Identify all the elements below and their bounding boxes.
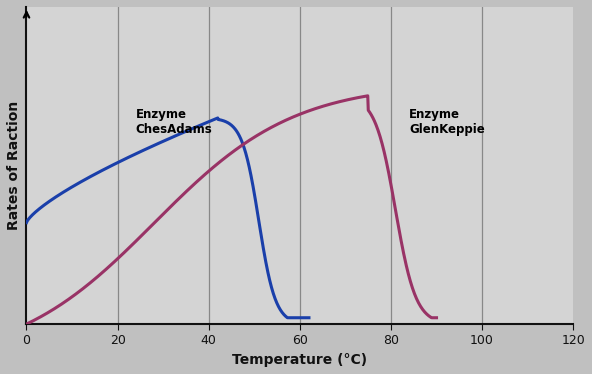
Text: Enzyme
ChesAdams: Enzyme ChesAdams <box>136 108 213 137</box>
X-axis label: Temperature (°C): Temperature (°C) <box>232 353 368 367</box>
Text: Enzyme
GlenKeppie: Enzyme GlenKeppie <box>409 108 485 137</box>
Y-axis label: Rates of Raction: Rates of Raction <box>7 101 21 230</box>
